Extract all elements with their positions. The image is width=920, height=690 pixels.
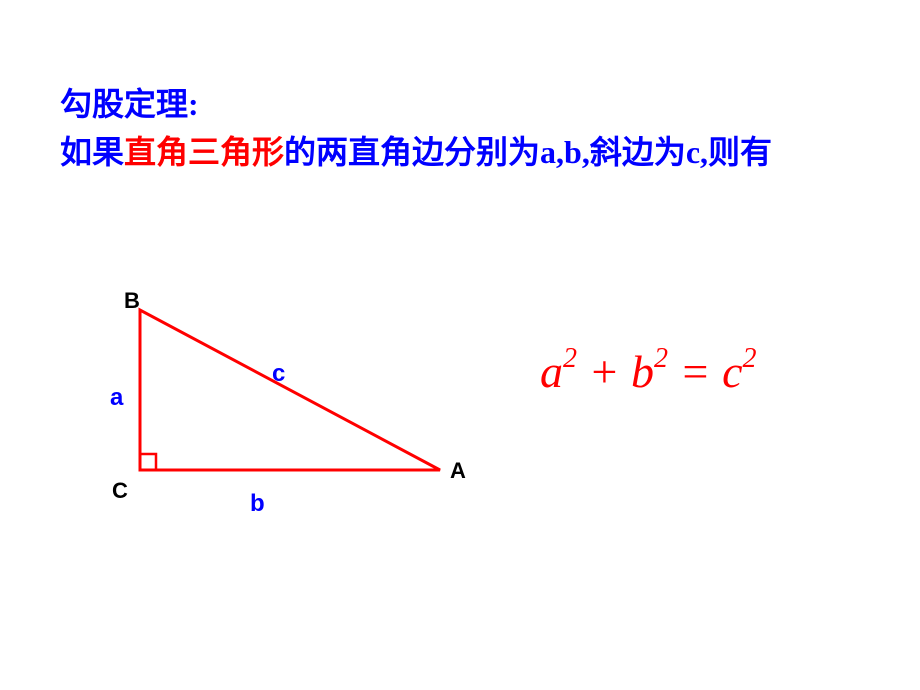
triangle-diagram: B C A a b c — [100, 300, 480, 560]
pythagorean-formula: a2 + b2 = c2 — [540, 345, 757, 398]
side-c-label: c — [272, 360, 285, 388]
formula-plus: + — [577, 346, 631, 397]
triangle-svg — [100, 300, 480, 560]
formula-a: a — [540, 346, 563, 397]
right-angle-marker — [140, 454, 156, 470]
theorem-statement: 如果直角三角形的两直角边分别为a,b,斜边为c,则有 — [60, 128, 860, 176]
vertex-b-label: B — [124, 288, 140, 314]
statement-highlight: 直角三角形 — [124, 134, 284, 170]
theorem-heading: 勾股定理: — [60, 80, 860, 128]
vertex-c-label: C — [112, 478, 128, 504]
side-a-label: a — [110, 384, 123, 412]
vertex-a-label: A — [450, 458, 466, 484]
formula-a-exp: 2 — [563, 343, 577, 374]
formula-eq: = — [668, 346, 722, 397]
formula-c: c — [722, 346, 742, 397]
statement-part1: 如果 — [60, 134, 124, 170]
theorem-title: 勾股定理: 如果直角三角形的两直角边分别为a,b,斜边为c,则有 — [60, 80, 860, 176]
formula-b: b — [631, 346, 654, 397]
statement-part2: 的两直角边分别为a,b,斜边为c,则有 — [284, 134, 772, 170]
formula-b-exp: 2 — [654, 343, 668, 374]
formula-c-exp: 2 — [743, 343, 757, 374]
side-b-label: b — [250, 490, 265, 518]
triangle-shape — [140, 310, 440, 470]
